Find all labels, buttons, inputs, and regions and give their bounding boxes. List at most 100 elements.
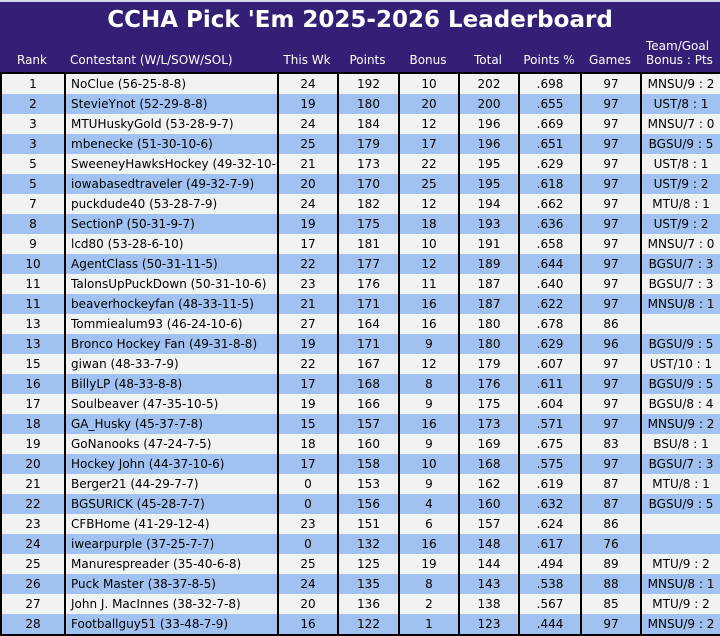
cell-points: 179: [337, 134, 400, 154]
cell-bonus: 10: [398, 234, 460, 254]
cell-bonus: 22: [398, 154, 460, 174]
cell-games: 97: [580, 154, 642, 174]
cell-team_goal: UST/9 : 2: [640, 214, 720, 234]
table-row: 1 NoClue (56-25-8-8) 24 192 10 202.698 97 MNSU/…: [0, 73, 720, 94]
cell-points: 160: [337, 434, 400, 454]
cell-total: 191: [458, 234, 520, 254]
cell-this_wk: 19: [277, 334, 339, 354]
cell-contestant: Hockey John (44-37-10-6): [64, 454, 279, 474]
cell-team_goal: BSU/8 : 1: [640, 434, 720, 454]
cell-team_goal: MNSU/7 : 0: [640, 114, 720, 134]
cell-bonus: 9: [398, 334, 460, 354]
cell-games: 97: [580, 274, 642, 294]
cell-points_pct: .669: [518, 114, 582, 134]
column-header-total: Total: [473, 53, 503, 67]
cell-rank: 8: [0, 214, 66, 234]
cell-team_goal: BGSU/9 : 5: [640, 374, 720, 394]
table-row: 5 iowabasedtraveler (49-32-7-9) 20 170 25 195…: [0, 174, 720, 194]
cell-contestant: NoClue (56-25-8-8): [64, 73, 279, 94]
cell-games: 97: [580, 73, 642, 94]
cell-rank: 22: [0, 494, 66, 514]
cell-team_goal: BGSU/9 : 5: [640, 334, 720, 354]
cell-contestant: Bronco Hockey Fan (49-31-8-8): [64, 334, 279, 354]
cell-points_pct: .640: [518, 274, 582, 294]
cell-total: 200: [458, 94, 520, 114]
cell-points_pct: .567: [518, 594, 582, 614]
cell-total: 143: [458, 574, 520, 594]
cell-bonus: 18: [398, 214, 460, 234]
table-row: 3 MTUHuskyGold (53-28-9-7) 24 184 12 196.669 9…: [0, 114, 720, 134]
cell-bonus: 10: [398, 454, 460, 474]
cell-points_pct: .678: [518, 314, 582, 334]
cell-this_wk: 16: [277, 614, 339, 635]
cell-team_goal: MTU/8 : 1: [640, 194, 720, 214]
table-row: 23 CFBHome (41-29-12-4) 23 151 6 157.624 86: [0, 514, 720, 534]
cell-total: 168: [458, 454, 520, 474]
cell-bonus: 20: [398, 94, 460, 114]
cell-team_goal: MTU/9 : 2: [640, 594, 720, 614]
cell-points_pct: .607: [518, 354, 582, 374]
cell-games: 86: [580, 514, 642, 534]
cell-team_goal: BGSU/9 : 5: [640, 494, 720, 514]
table-row: 25 Manurespreader (35-40-6-8) 25 125 19 144.4…: [0, 554, 720, 574]
cell-this_wk: 24: [277, 194, 339, 214]
cell-this_wk: 23: [277, 514, 339, 534]
cell-team_goal: [640, 314, 720, 334]
cell-games: 97: [580, 214, 642, 234]
cell-games: 97: [580, 414, 642, 434]
cell-total: 176: [458, 374, 520, 394]
cell-games: 97: [580, 614, 642, 635]
cell-contestant: GA_Husky (45-37-7-8): [64, 414, 279, 434]
cell-total: 173: [458, 414, 520, 434]
cell-contestant: Berger21 (44-29-7-7): [64, 474, 279, 494]
cell-contestant: StevieYnot (52-29-8-8): [64, 94, 279, 114]
table-row: 15 giwan (48-33-7-9) 22 167 12 179.607 97 UST/1…: [0, 354, 720, 374]
cell-rank: 5: [0, 154, 66, 174]
cell-games: 89: [580, 554, 642, 574]
cell-contestant: Footballguy51 (33-48-7-9): [64, 614, 279, 635]
cell-rank: 11: [0, 294, 66, 314]
cell-points: 125: [337, 554, 400, 574]
cell-contestant: beaverhockeyfan (48-33-11-5): [64, 294, 279, 314]
cell-bonus: 8: [398, 574, 460, 594]
cell-points_pct: .651: [518, 134, 582, 154]
column-header-this_wk: This Wk: [283, 53, 331, 67]
cell-points_pct: .617: [518, 534, 582, 554]
cell-contestant: SectionP (50-31-9-7): [64, 214, 279, 234]
cell-contestant: lcd80 (53-28-6-10): [64, 234, 279, 254]
cell-points: 181: [337, 234, 400, 254]
cell-team_goal: MNSU/8 : 1: [640, 574, 720, 594]
cell-points_pct: .636: [518, 214, 582, 234]
cell-points_pct: .619: [518, 474, 582, 494]
cell-rank: 20: [0, 454, 66, 474]
cell-points_pct: .675: [518, 434, 582, 454]
cell-rank: 27: [0, 594, 66, 614]
cell-contestant: giwan (48-33-7-9): [64, 354, 279, 374]
cell-this_wk: 19: [277, 394, 339, 414]
column-header-games: Games: [589, 53, 631, 67]
cell-bonus: 25: [398, 174, 460, 194]
cell-rank: 2: [0, 94, 66, 114]
cell-this_wk: 21: [277, 294, 339, 314]
page-title: CCHA Pick 'Em 2025-2026 Leaderboard: [107, 7, 613, 33]
cell-rank: 9: [0, 234, 66, 254]
cell-rank: 3: [0, 114, 66, 134]
cell-contestant: Tommiealum93 (46-24-10-6): [64, 314, 279, 334]
cell-points_pct: .632: [518, 494, 582, 514]
table-row: 21 Berger21 (44-29-7-7) 0 153 9 162.619 87 MTU/…: [0, 474, 720, 494]
cell-rank: 16: [0, 374, 66, 394]
cell-this_wk: 0: [277, 494, 339, 514]
cell-contestant: CFBHome (41-29-12-4): [64, 514, 279, 534]
table-row: 18 GA_Husky (45-37-7-8) 15 157 16 173.571 97 MN…: [0, 414, 720, 434]
cell-total: 162: [458, 474, 520, 494]
cell-points_pct: .575: [518, 454, 582, 474]
cell-total: 144: [458, 554, 520, 574]
cell-this_wk: 23: [277, 274, 339, 294]
cell-rank: 24: [0, 534, 66, 554]
cell-games: 97: [580, 134, 642, 154]
cell-contestant: iowabasedtraveler (49-32-7-9): [64, 174, 279, 194]
cell-bonus: 8: [398, 374, 460, 394]
cell-points_pct: .624: [518, 514, 582, 534]
table-row: 19 GoNanooks (47-24-7-5) 18 160 9 169.675 83 BS…: [0, 434, 720, 454]
cell-contestant: BillyLP (48-33-8-8): [64, 374, 279, 394]
